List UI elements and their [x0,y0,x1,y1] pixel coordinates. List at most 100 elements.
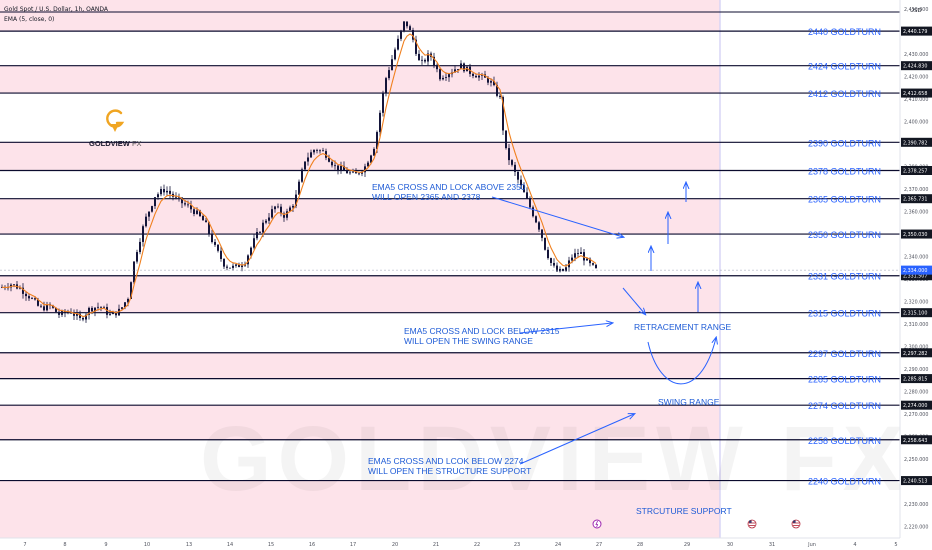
candle-body [82,317,84,320]
candle-body [19,287,21,289]
level-price-tag [901,194,932,204]
candle-body [268,217,270,221]
candle-body [508,148,510,161]
goldview-logo-icon [106,109,125,132]
candle-body [346,170,348,174]
logo-g-stroke [106,109,125,128]
zone-label-retracement: RETRACEMENT RANGE [634,322,731,332]
candle-body [112,311,114,315]
candle-body [595,264,597,269]
zone-band [0,352,720,379]
candle-body [277,206,279,208]
candle-body [67,311,69,313]
price-tick-label: 2,360.000 [904,210,928,216]
candle-body [433,56,435,66]
candle-body [262,222,264,233]
candle-body [103,307,105,308]
goldturn-label: 2390 GOLDTURN [808,138,881,148]
candle-body [505,130,507,149]
candle-body [121,307,123,309]
candle-body [358,173,360,175]
time-tick-label: 27 [596,542,602,548]
candles-group [1,21,597,323]
price-tick-label: 2,410.000 [904,97,928,103]
time-tick-label: 14 [227,542,233,548]
candle-body [403,21,405,31]
candle-body [388,70,390,79]
candle-body [52,305,54,308]
zone-band [0,65,720,94]
level-price-tag-text: 2,424.830 [903,64,927,70]
goldturn-label: 2424 GOLDTURN [808,62,881,72]
candle-body [394,49,396,60]
annotation-arrow-below [519,323,612,334]
time-tick-label: 20 [392,542,398,548]
us-flag-icon [791,519,801,529]
candle-body [586,258,588,261]
level-price-tag [901,308,932,318]
time-tick-label: 15 [268,542,274,548]
candle-body [211,233,213,242]
candle-body [157,194,159,198]
candle-body [184,203,186,205]
candle-body [457,69,459,70]
zone-band [0,480,720,538]
candle-body [238,264,240,268]
candle-body [496,85,498,96]
candle-body [454,69,456,73]
level-price-tag-text: 2,390.782 [903,140,927,146]
candle-body [517,171,519,180]
level-price-tag [901,476,932,486]
price-tick-label: 2,420.000 [904,75,928,81]
candle-body [124,302,126,308]
candle-body [409,26,411,30]
candle-body [349,172,351,174]
candle-body [580,252,582,254]
level-price-tag [901,435,932,445]
candle-body [253,238,255,248]
candle-body [193,209,195,214]
level-price-tag-text: 2,274.000 [903,403,927,409]
ema-line [1,33,597,318]
candle-body [487,77,489,83]
candle-body [511,160,513,165]
candle-body [355,171,357,174]
zone-label-swing: SWING RANGE [658,397,720,407]
level-price-tag-text: 2,285.815 [903,377,927,383]
candle-body [64,311,66,313]
candle-body [445,77,447,78]
time-tick-label: 4 [853,542,856,548]
time-axis-bg [0,538,932,550]
level-price-tag-text: 2,440.179 [903,29,927,35]
candle-body [76,313,78,316]
candle-body [79,313,81,318]
candle-body [307,157,309,162]
candle-body [289,207,291,212]
price-tick-label: 2,320.000 [904,300,928,306]
candle-body [352,171,354,173]
goldturn-label: 2350 GOLDTURN [808,230,881,240]
price-tick-label: 2,450.000 [904,7,928,13]
candle-body [577,253,579,255]
candle-body [22,287,24,294]
candle-body [436,65,438,70]
candle-body [304,161,306,170]
candle-body [43,306,45,311]
candle-body [100,306,102,308]
indicator-legend[interactable]: EMA (5, close, 0) [4,16,55,23]
candle-body [250,247,252,256]
current-price-tag-text: 2,334.000 [903,268,927,274]
price-tick-label: 2,270.000 [904,412,928,418]
level-price-tag [901,229,932,239]
annotation-below-2274: EMA5 CROSS AND LCOK BELOW 2274 [368,456,524,466]
price-tick-label: 2,230.000 [904,502,928,508]
price-tick-label: 2,430.000 [904,52,928,58]
candle-body [235,264,237,266]
logo-wordmark: GOLDVIEW FX [89,139,142,148]
time-tick-label: 5 [894,542,897,548]
candle-body [421,59,423,61]
candle-body [73,313,75,316]
candle-body [370,155,372,163]
price-tick-label: 2,300.000 [904,345,928,351]
